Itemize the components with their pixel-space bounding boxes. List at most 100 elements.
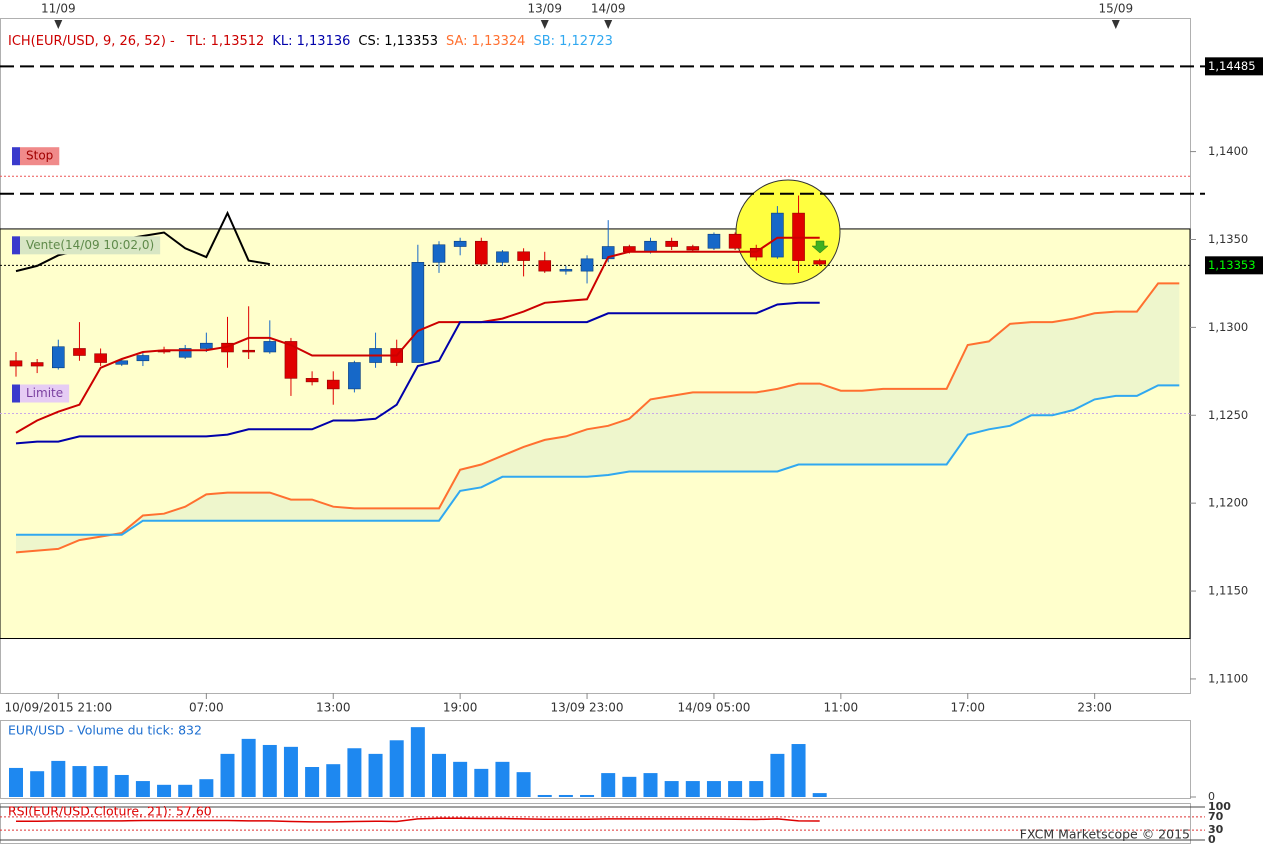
candle-body bbox=[178, 348, 192, 358]
volume-bar bbox=[537, 794, 552, 797]
volume-bar bbox=[706, 781, 721, 797]
x-tick-label: 17:00 bbox=[950, 701, 985, 715]
order-label: Stop bbox=[26, 149, 53, 163]
volume-bar bbox=[262, 744, 277, 797]
price-label: 1,14485 bbox=[1208, 59, 1256, 73]
candle-body bbox=[200, 342, 213, 349]
volume-bar bbox=[220, 753, 235, 797]
main-plot bbox=[0, 65, 1205, 640]
rsi-line bbox=[16, 817, 820, 823]
volume-bar bbox=[516, 772, 531, 797]
x-tick-label: 07:00 bbox=[189, 701, 224, 715]
date-label: 15/09 bbox=[1099, 2, 1134, 16]
price-box bbox=[1205, 256, 1263, 275]
volume-title: EUR/USD - Volume du tick: 832 bbox=[8, 723, 202, 738]
legend-entry: KL: 1,13136 bbox=[272, 34, 350, 49]
candle-body bbox=[51, 346, 65, 369]
volume-bar bbox=[495, 761, 510, 797]
candle-body bbox=[263, 341, 277, 353]
candle-body bbox=[580, 258, 594, 272]
y-tick-label: 1,1250 bbox=[1208, 408, 1248, 422]
y-tick-label: 30 bbox=[1208, 823, 1224, 836]
volume-bar bbox=[728, 781, 743, 797]
volume-bar bbox=[9, 767, 23, 797]
legend-entry: SA: 1,13324 bbox=[446, 34, 525, 49]
candle-body bbox=[686, 246, 700, 251]
volume-bar bbox=[305, 767, 320, 797]
candle-body bbox=[30, 362, 44, 367]
y-tick-label: 1,1100 bbox=[1208, 671, 1248, 685]
volume-bar bbox=[241, 738, 256, 797]
volume-bar bbox=[601, 773, 616, 797]
candle-body bbox=[411, 262, 425, 363]
footer: FXCM Marketscope © 2015 bbox=[1020, 827, 1190, 842]
date-label: 14/09 bbox=[591, 2, 626, 16]
signal-arrow bbox=[811, 240, 829, 254]
volume-bar bbox=[157, 784, 172, 797]
volume-bar bbox=[791, 744, 806, 797]
candle-body bbox=[771, 212, 784, 258]
volume-bar bbox=[622, 776, 637, 797]
legend-entry: SB: 1,12723 bbox=[533, 34, 612, 49]
volume-bar bbox=[410, 727, 425, 797]
volume-panel bbox=[0, 720, 1191, 799]
candle-body bbox=[242, 349, 255, 353]
date-label: 11/09 bbox=[41, 2, 76, 16]
volume-bar bbox=[135, 781, 150, 797]
volume-bar bbox=[114, 774, 129, 797]
x-tick-label: 13:00 bbox=[316, 701, 351, 715]
x-tick-label: 10/09/2015 21:00 bbox=[5, 701, 113, 715]
current-price-label: 1,13353 bbox=[1208, 258, 1256, 272]
indicator-label: ICH(EUR/USD, 9, 26, 52) - bbox=[8, 34, 175, 49]
y-tick-label: 1,1300 bbox=[1208, 320, 1248, 334]
candle-body bbox=[305, 378, 319, 383]
order-label-box bbox=[20, 384, 70, 403]
candle-body bbox=[73, 348, 86, 356]
volume-bar bbox=[30, 771, 45, 797]
ichimoku-line bbox=[15, 236, 820, 434]
legend-entry: CS: 1,13353 bbox=[358, 34, 438, 49]
volume-bar bbox=[72, 766, 87, 797]
volume-bar bbox=[326, 764, 341, 797]
candle-body bbox=[813, 260, 827, 265]
ichimoku-line bbox=[15, 301, 820, 445]
candle-body bbox=[538, 260, 552, 272]
volume-bar bbox=[199, 779, 214, 797]
volume-bar bbox=[685, 781, 700, 797]
candle-body bbox=[136, 355, 150, 362]
y-tick-label: 0 bbox=[1208, 790, 1215, 803]
candle-body bbox=[517, 251, 530, 261]
volume-bar bbox=[812, 793, 827, 797]
y-tick-label: 0 bbox=[1208, 833, 1216, 844]
volume-bar bbox=[749, 781, 764, 797]
legend-entry: TL: 1,13512 bbox=[186, 34, 264, 49]
candle-body bbox=[728, 233, 742, 249]
volume-bar bbox=[643, 773, 658, 797]
candle-body bbox=[644, 240, 657, 253]
legend: ICH(EUR/USD, 9, 26, 52) - TL: 1,13512 KL:… bbox=[8, 34, 613, 49]
volume-bar bbox=[580, 794, 595, 797]
y-tick-label: 1,1200 bbox=[1208, 496, 1248, 510]
candle-body bbox=[348, 362, 361, 390]
order-label: Limite bbox=[26, 386, 63, 400]
date-marker bbox=[1111, 20, 1120, 29]
candle-body bbox=[9, 360, 23, 367]
x-tick-label: 13/09 23:00 bbox=[551, 701, 624, 715]
date-label: 13/09 bbox=[527, 2, 562, 16]
order-handle bbox=[12, 236, 20, 255]
candle-body bbox=[665, 240, 678, 247]
y-tick-label: 70 bbox=[1208, 810, 1224, 823]
volume-bar bbox=[389, 740, 404, 797]
senkou-line bbox=[16, 384, 1180, 536]
y-tick-label: 1,1400 bbox=[1208, 144, 1248, 158]
candle-body bbox=[496, 251, 509, 263]
x-tick-label: 14/09 05:00 bbox=[677, 701, 750, 715]
volume-bar bbox=[664, 781, 679, 797]
ichimoku-line bbox=[15, 210, 270, 273]
date-marker bbox=[540, 20, 549, 29]
volume-bar bbox=[93, 766, 108, 797]
order-handle bbox=[12, 147, 20, 166]
candle-body bbox=[707, 233, 721, 249]
